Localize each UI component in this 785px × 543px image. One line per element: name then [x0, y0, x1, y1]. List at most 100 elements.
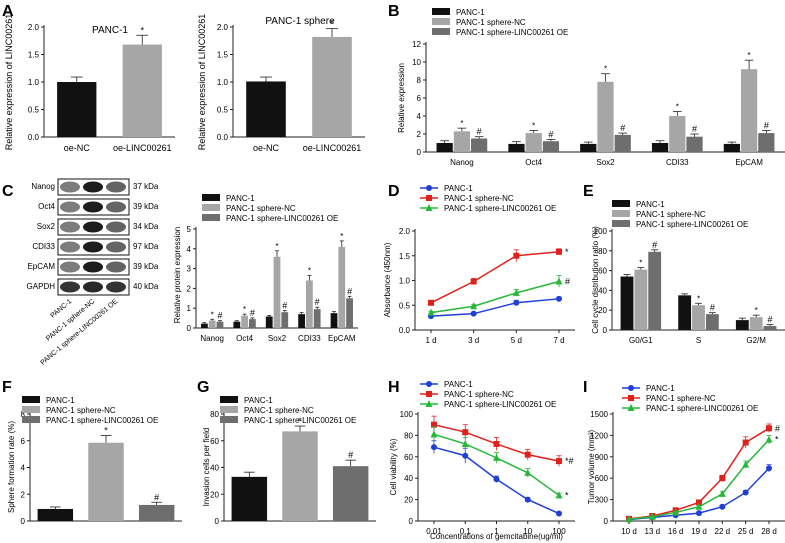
- y-tick-label: 1: [187, 304, 192, 313]
- y-axis-label: Absorbance (450nm): [383, 242, 392, 317]
- western-blot-panel: Nanog 37 kDa Oct4 39 kDa Sox2 34 kDa CDI33 97 k…: [27, 178, 159, 367]
- legend-label: PANC-1 sphere-NC: [46, 406, 116, 415]
- bar: [338, 246, 346, 328]
- significance-mark: *: [639, 259, 642, 268]
- x-tick-label: G2/M: [746, 336, 766, 345]
- bar: [241, 315, 248, 328]
- y-axis-label: Relative expression of LINC00261: [4, 14, 14, 151]
- marker-square: [493, 440, 500, 447]
- y-axis-label: Cell cycle distribution ratio (%): [591, 226, 600, 334]
- legend-swatch: [432, 8, 450, 15]
- marker-triangle: [512, 288, 520, 296]
- y-tick-label: 40: [598, 286, 607, 295]
- bar: [686, 136, 703, 152]
- significance-mark: *: [748, 51, 751, 60]
- y-tick-label: 2: [187, 284, 192, 293]
- legend-label: PANC-1 sphere-NC: [244, 406, 314, 415]
- x-tick-label: 22 d: [715, 527, 731, 536]
- x-tick-label: 28 d: [761, 527, 777, 536]
- significance-mark: *: [308, 267, 311, 276]
- bar: [332, 466, 369, 521]
- blot-protein-label: Sox2: [37, 222, 56, 231]
- bar: [88, 442, 124, 521]
- y-tick-label: 0: [21, 517, 26, 526]
- panel-letter-f: F: [2, 379, 12, 396]
- legend-swatch: [432, 28, 450, 35]
- x-tick-label: 25 d: [738, 527, 754, 536]
- bar: [735, 320, 749, 330]
- significance-mark: *: [330, 19, 334, 29]
- legend-swatch: [202, 204, 220, 211]
- x-tick-label: Nanog: [200, 334, 224, 343]
- y-tick-label: 8: [417, 76, 422, 85]
- marker-square: [556, 458, 562, 465]
- blot-band: [106, 221, 126, 233]
- chart-a2: Relative expression of LINC00261 PANC-1 s…: [197, 14, 365, 153]
- x-tick-label: oe-NC: [253, 143, 280, 153]
- legend-swatch: [612, 220, 630, 227]
- blot-band: [83, 221, 103, 233]
- y-tick-label: 0: [409, 517, 414, 526]
- legend-label: PANC-1: [456, 8, 485, 17]
- significance-mark: #: [710, 303, 715, 313]
- significance-mark: *: [604, 65, 607, 74]
- significance-mark: *: [775, 435, 779, 445]
- y-tick-label: 1.0: [28, 78, 40, 87]
- legend-swatch: [612, 210, 630, 217]
- marker-triangle: [461, 439, 469, 447]
- bar: [651, 143, 669, 152]
- y-tick-label: 1200: [590, 431, 608, 440]
- significance-mark: #: [652, 240, 657, 250]
- bar: [201, 323, 208, 328]
- marker-triangle: [648, 512, 656, 520]
- significance-mark: *: [676, 103, 679, 112]
- y-tick-label: 100: [594, 227, 608, 236]
- legend-label: PANC-1 sphere-LINC00261 OE: [226, 214, 338, 223]
- legend-label: PANC-1: [444, 184, 473, 193]
- y-axis-label: Invasion cells per field: [202, 428, 211, 507]
- y-tick-label: 100: [400, 410, 414, 419]
- blot-band: [106, 181, 126, 193]
- marker-square: [556, 248, 562, 255]
- x-tick-label: 3 d: [468, 336, 479, 345]
- bar: [57, 82, 97, 137]
- y-tick-label: 1.5: [28, 51, 40, 60]
- marker-triangle: [625, 515, 633, 523]
- panel-letter-i: I: [583, 379, 587, 396]
- x-tick-label: oe-NC: [64, 143, 91, 153]
- y-tick-label: 0.0: [28, 133, 40, 142]
- bar: [37, 508, 74, 521]
- x-tick-label: S: [696, 336, 701, 345]
- y-tick-label: 20: [210, 490, 219, 499]
- marker-circle: [470, 310, 477, 317]
- y-tick-label: 0: [187, 324, 192, 333]
- legend-label: PANC-1 sphere-LINC00261 OE: [646, 404, 758, 413]
- chart-a1: Relative expression of LINC00261 PANC-1 oe…: [4, 14, 175, 153]
- marker-circle: [556, 295, 562, 302]
- marker-square: [742, 439, 749, 446]
- blot-protein-label: Nanog: [31, 182, 55, 191]
- blot-kda-label: 39 kDa: [133, 262, 159, 271]
- legend-swatch: [22, 416, 40, 423]
- blot-kda-label: 34 kDa: [133, 222, 159, 231]
- x-tick-label: CDI33: [298, 334, 321, 343]
- significance-mark: #: [548, 129, 553, 139]
- significance-mark: #: [154, 492, 159, 502]
- bar: [763, 326, 777, 330]
- blot-band: [60, 281, 80, 293]
- legend-label: PANC-1 sphere-NC: [444, 390, 514, 399]
- legend-label: PANC-1 sphere-NC: [456, 18, 526, 27]
- bar: [246, 81, 286, 137]
- legend-marker: [426, 195, 432, 201]
- bar: [346, 298, 353, 328]
- bar: [273, 256, 281, 328]
- bar: [749, 317, 763, 330]
- legend-marker: [627, 404, 635, 411]
- y-tick-label: 1.5: [399, 252, 411, 261]
- marker-circle: [719, 503, 726, 510]
- panel-letter-d: D: [388, 183, 400, 200]
- x-tick-label: 0.1: [460, 527, 472, 536]
- legend-label: PANC-1 sphere-LINC00261 OE: [444, 400, 556, 409]
- legend-swatch: [202, 214, 220, 221]
